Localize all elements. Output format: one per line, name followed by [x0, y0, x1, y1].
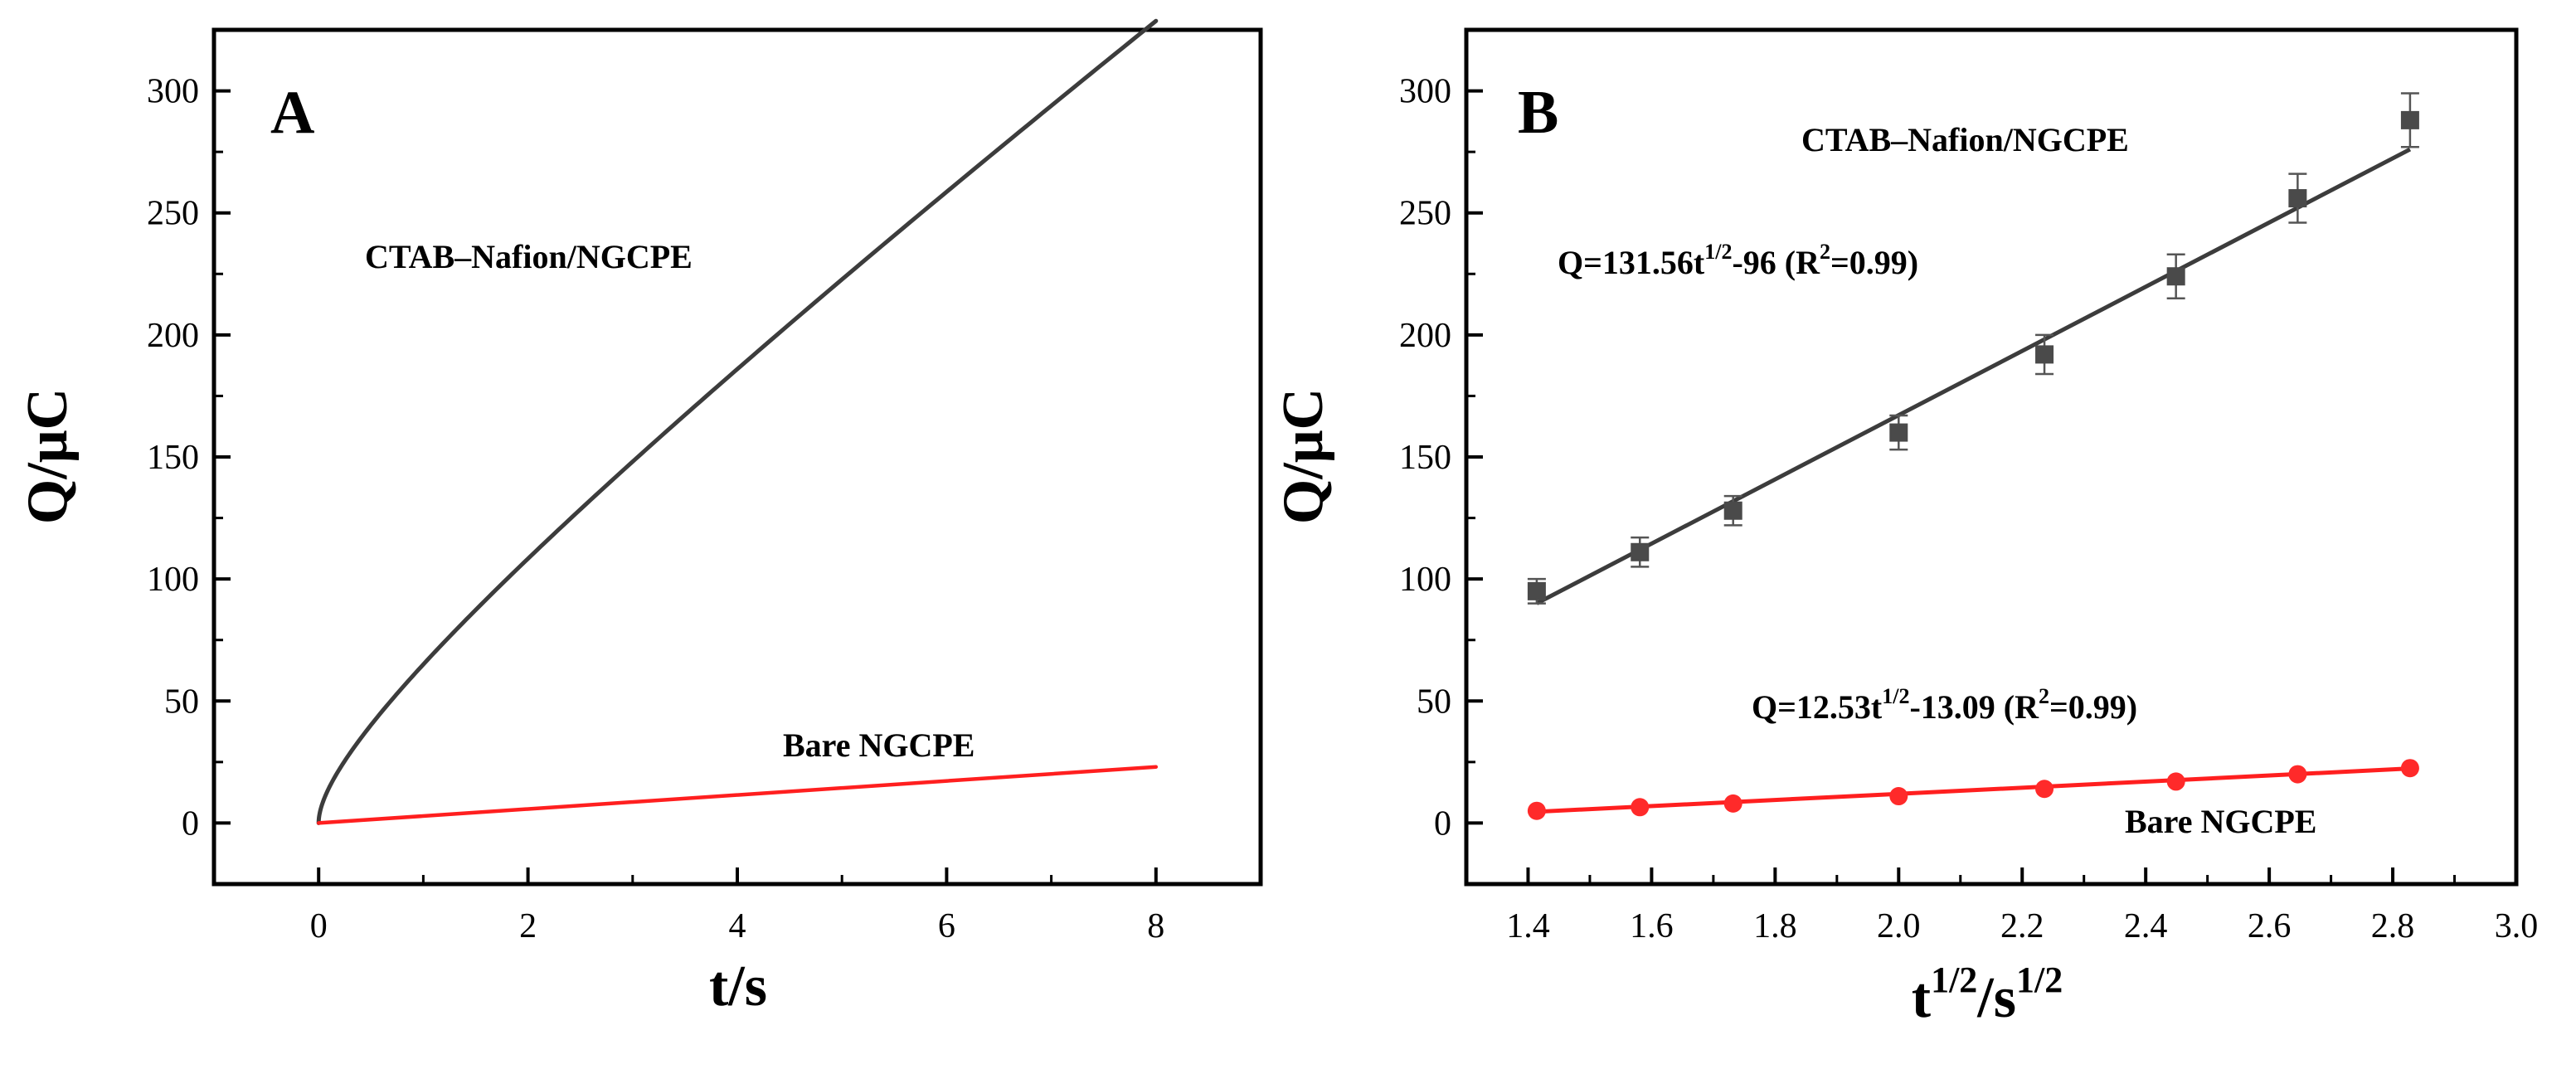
panel-a: 0 50 100 150 200 250 300 0 2 4 6 8 A CTAB–Nafion/N…	[16, 18, 1263, 1018]
panel-b-point-bare	[1723, 794, 1742, 813]
panel-b-equation-ctab: Q=131.56t1/2-96 (R2=0.99)	[1558, 240, 1918, 281]
panel-b-fit-line-1	[1535, 147, 2412, 605]
panel-a-label-ctab: CTAB–Nafion/NGCPE	[365, 238, 693, 275]
panel-b-point-ctab	[2400, 110, 2419, 129]
panel-b-x-tick-label: 2.0	[1877, 907, 1921, 945]
panel-b-point-bare	[1889, 787, 1908, 806]
panel-a-y-ticks: 0 50 100 150 200 250 300	[147, 73, 231, 843]
panel-a-frame	[211, 27, 1263, 887]
panel-b-y-axis-title: Q/μC	[1271, 388, 1335, 524]
panel-b-y-tick-label: 200	[1399, 317, 1451, 355]
eq2-sup: 1/2	[1882, 684, 1909, 708]
panel-b-y-ticks: 0 50 100 150 200 250 300	[1399, 73, 1483, 843]
panel-b-point-bare	[2035, 780, 2054, 799]
eq1-sup: 1/2	[1704, 240, 1732, 264]
panel-b-x-tick-label: 1.4	[1506, 907, 1550, 945]
panel-b-point-ctab	[2166, 267, 2185, 286]
panel-a-x-tick-label: 6	[938, 907, 955, 945]
panel-b-x-ticks: 1.4 1.6 1.8 2.0 2.2 2.4 2.6 2.8 3.0	[1506, 867, 2538, 945]
panel-b-point-bare	[2288, 765, 2307, 784]
panel-b-y-tick-label: 0	[1434, 804, 1451, 843]
panel-b-x-tick-label: 1.8	[1753, 907, 1797, 945]
xlabel-sup2: 1/2	[2016, 960, 2063, 1000]
panel-b-label-ctab: CTAB–Nafion/NGCPE	[1801, 121, 2129, 158]
panel-b-x-tick-label: 2.8	[2371, 907, 2415, 945]
panel-b-point-ctab	[2035, 345, 2054, 364]
panel-b-point-ctab	[1889, 423, 1908, 442]
xlabel-base: t	[1912, 966, 1931, 1030]
panel-b-point-ctab	[2288, 189, 2307, 208]
eq2-prefix: Q=12.53t	[1752, 688, 1883, 726]
eq1-suffix: =0.99)	[1830, 244, 1918, 281]
panel-b-x-tick-label: 2.4	[2124, 907, 2168, 945]
panel-b-point-bare	[1631, 798, 1650, 817]
panel-a-y-tick-label: 50	[164, 683, 199, 721]
eq2-sup2: 2	[2039, 684, 2049, 708]
eq1-sup2: 2	[1820, 240, 1830, 264]
panel-b-point-bare	[2166, 772, 2185, 791]
panel-b-point-ctab	[1723, 501, 1742, 520]
xlabel-mid: /s	[1976, 966, 2016, 1030]
eq1-mid: -96 (R	[1732, 244, 1820, 281]
panel-b: 0 50 100 150 200 250 300 1.4 1.6 1.8 2.0 2.2 2.4 2.6…	[1271, 27, 2538, 1030]
panel-a-y-tick-label: 300	[147, 73, 199, 111]
panel-b-y-tick-label: 150	[1399, 439, 1451, 477]
panel-a-x-tick-label: 2	[519, 907, 537, 945]
panel-a-x-tick-label: 0	[310, 907, 328, 945]
panel-a-series-line-2	[316, 765, 1159, 825]
panel-b-equation-bare: Q=12.53t1/2-13.09 (R2=0.99)	[1752, 684, 2137, 726]
panel-b-point-bare	[2400, 759, 2419, 778]
panel-a-y-axis-title: Q/μC	[16, 388, 80, 524]
eq2-suffix: =0.99)	[2049, 688, 2137, 726]
panel-a-x-tick-label: 4	[729, 907, 746, 945]
panel-b-point-ctab	[1527, 581, 1546, 600]
panel-a-letter: A	[270, 79, 314, 147]
panel-b-x-axis-title: t1/2/s1/2	[1912, 960, 2063, 1030]
panel-b-y-tick-label: 300	[1399, 73, 1451, 111]
panel-a-label-bare: Bare NGCPE	[783, 726, 975, 764]
panel-a-y-tick-label: 200	[147, 317, 199, 355]
panel-b-point-bare	[1527, 801, 1546, 820]
panel-b-x-tick-label: 1.6	[1630, 907, 1674, 945]
panel-b-point-ctab	[1631, 542, 1650, 561]
panel-a-series	[316, 18, 1159, 825]
panel-b-letter: B	[1518, 79, 1558, 147]
panel-b-series	[1527, 92, 2419, 820]
panel-a-y-tick-label: 100	[147, 561, 199, 599]
panel-a-series-line-1	[316, 18, 1159, 825]
panel-b-x-tick-label: 2.6	[2248, 907, 2292, 945]
panel-b-y-tick-label: 250	[1399, 195, 1451, 233]
eq2-mid: -13.09 (R	[1909, 688, 2039, 726]
panel-b-label-bare: Bare NGCPE	[2125, 803, 2316, 840]
panel-b-fit-line-2	[1536, 766, 2411, 814]
panel-a-y-tick-label: 250	[147, 195, 199, 233]
eq1-prefix: Q=131.56t	[1558, 244, 1705, 281]
panel-a-x-ticks: 0 2 4 6 8	[310, 867, 1164, 945]
xlabel-sup1: 1/2	[1931, 960, 1977, 1000]
panel-a-x-tick-label: 8	[1147, 907, 1164, 945]
panel-b-x-tick-label: 2.2	[2000, 907, 2044, 945]
panel-a-x-axis-title: t/s	[709, 955, 767, 1018]
panel-a-y-tick-label: 0	[182, 804, 199, 843]
panel-a-y-tick-label: 150	[147, 439, 199, 477]
panel-b-y-tick-label: 100	[1399, 561, 1451, 599]
panel-b-y-tick-label: 50	[1417, 683, 1451, 721]
panel-b-x-tick-label: 3.0	[2495, 907, 2539, 945]
